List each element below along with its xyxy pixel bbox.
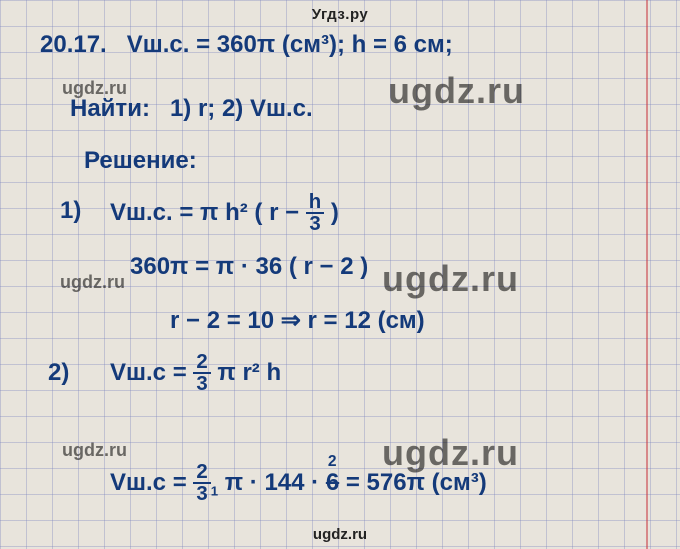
fraction-denominator: 3 — [306, 214, 324, 234]
fraction-numerator: 2 — [193, 352, 210, 374]
page-header: Угдз.ру — [0, 6, 680, 23]
cancel-sub: 1 — [211, 484, 218, 499]
fraction-icon: 23 — [193, 462, 210, 505]
solution-label: Решение: — [84, 148, 197, 173]
fraction-numerator: 2 — [193, 462, 210, 484]
fraction-icon: 23 — [193, 352, 210, 395]
part2-calc-eq: = 576π (см³) — [339, 469, 487, 496]
cancel-num: 6 — [326, 469, 339, 496]
find-label: Найти: — [70, 95, 150, 122]
part2-formula-suffix: π r² h — [211, 359, 281, 386]
part2-calc-mid: π · 144 · — [218, 469, 326, 496]
problem-number: 20.17. Vш.с. = 360π (см³); h = 6 см; — [40, 32, 453, 57]
cancelled-number: 62 — [326, 470, 339, 495]
given-line: Vш.с. = 360π (см³); h = 6 см; — [127, 31, 453, 58]
part2-formula-prefix: Vш.с = — [110, 359, 193, 386]
problem-number-text: 20.17. — [40, 31, 107, 58]
part1-formula: Vш.с. = π h² ( r − h3 ) — [110, 192, 339, 235]
fraction-numerator: h — [306, 192, 324, 214]
part2-calc: Vш.с = 231 π · 144 · 62 = 576π (см³) — [110, 462, 487, 505]
part1-label: 1) — [60, 198, 81, 223]
find-line: Найти: 1) r; 2) Vш.с. — [70, 96, 313, 121]
cancel-to: 2 — [328, 454, 337, 470]
part1-substitution: 360π = π · 36 ( r − 2 ) — [130, 254, 368, 279]
part2-calc-prefix: Vш.с = — [110, 469, 193, 496]
part2-formula: Vш.с = 23 π r² h — [110, 352, 281, 395]
part1-formula-suffix: ) — [324, 199, 339, 226]
part1-result: r − 2 = 10 ⇒ r = 12 (см) — [170, 308, 425, 333]
page-footer: ugdz.ru — [0, 526, 680, 543]
paper-background: Угдз.ру ugdz.ru ugdz.ru ugdz.ru ugdz.ru … — [0, 0, 680, 549]
fraction-denominator: 3 — [193, 374, 210, 394]
fraction-denominator: 3 — [193, 484, 210, 504]
part1-formula-prefix: Vш.с. = π h² ( r − — [110, 199, 306, 226]
part2-label: 2) — [48, 360, 69, 385]
right-margin-line — [646, 0, 648, 549]
find-items: 1) r; 2) Vш.с. — [170, 95, 313, 122]
fraction-icon: h3 — [306, 192, 324, 235]
